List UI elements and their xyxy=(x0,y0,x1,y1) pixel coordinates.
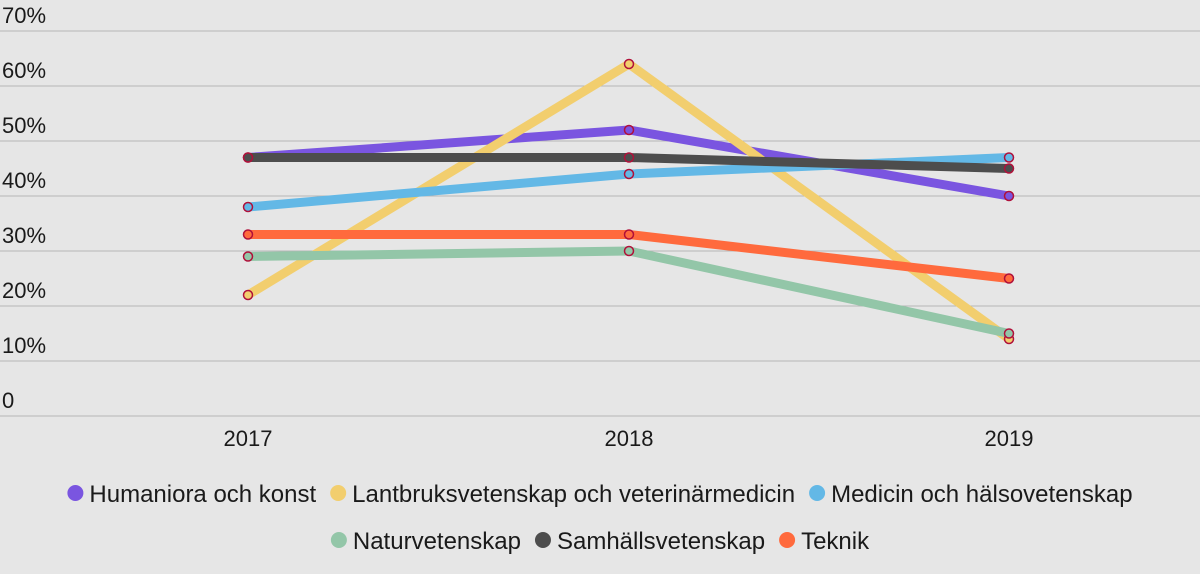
legend-dot xyxy=(330,532,347,548)
data-point xyxy=(242,289,254,301)
legend-dot xyxy=(534,532,551,548)
data-point xyxy=(623,168,635,180)
y-tick-label: 40% xyxy=(2,168,46,193)
data-point xyxy=(1003,163,1015,174)
legend-dot xyxy=(809,485,826,501)
legend-label: Medicin och hälsovetenskap xyxy=(831,481,1133,508)
grid-lines xyxy=(0,30,1200,417)
data-point xyxy=(242,152,254,163)
data-markers xyxy=(242,58,1015,345)
data-point xyxy=(1003,190,1015,202)
data-point xyxy=(623,152,635,163)
y-tick-label: 50% xyxy=(2,113,46,138)
data-point xyxy=(1003,152,1015,163)
y-tick-label: 0 xyxy=(2,388,14,413)
legend-item: Teknik xyxy=(779,528,870,555)
data-point xyxy=(1003,328,1015,339)
y-tick-label: 10% xyxy=(2,333,46,358)
y-tick-label: 20% xyxy=(2,278,46,303)
data-point xyxy=(242,201,254,213)
legend-dot xyxy=(67,485,84,501)
y-tick-label: 30% xyxy=(2,223,46,248)
data-point xyxy=(623,124,635,136)
data-point xyxy=(242,251,254,262)
legend-label: Samhällsvetenskap xyxy=(557,528,765,555)
y-tick-label: 60% xyxy=(2,58,46,83)
legend-item: Lantbruksvetenskap och veterinärmedicin xyxy=(330,481,795,508)
x-tick-label: 2018 xyxy=(605,426,654,451)
legend-label: Humaniora och konst xyxy=(89,481,316,508)
legend-item: Humaniora och konst xyxy=(67,481,317,508)
legend-label: Lantbruksvetenskap och veterinärmedicin xyxy=(352,481,795,508)
data-point xyxy=(242,229,254,240)
legend-label: Teknik xyxy=(801,528,870,555)
y-tick-label: 70% xyxy=(2,3,46,28)
x-axis-tick-labels: 2017 2018 2019 xyxy=(224,426,1034,451)
series-lines xyxy=(243,59,1014,344)
legend-item: Naturvetenskap xyxy=(330,528,521,555)
legend-item: Medicin och hälsovetenskap xyxy=(809,481,1133,508)
data-point xyxy=(623,229,635,240)
legend-dot xyxy=(330,485,347,501)
legend-item: Samhällsvetenskap xyxy=(534,528,765,555)
legend-label: Naturvetenskap xyxy=(353,528,521,555)
x-tick-label: 2017 xyxy=(224,426,273,451)
legend-dot xyxy=(779,532,796,548)
x-tick-label: 2019 xyxy=(985,426,1034,451)
data-point xyxy=(623,245,635,257)
data-point xyxy=(1003,273,1015,284)
data-point xyxy=(623,58,635,70)
y-axis-tick-labels: 0 10% 20% 30% 40% 50% 60% 70% xyxy=(2,3,46,413)
legend: Humaniora och konst Lantbruksvetenskap oc… xyxy=(67,481,1133,555)
